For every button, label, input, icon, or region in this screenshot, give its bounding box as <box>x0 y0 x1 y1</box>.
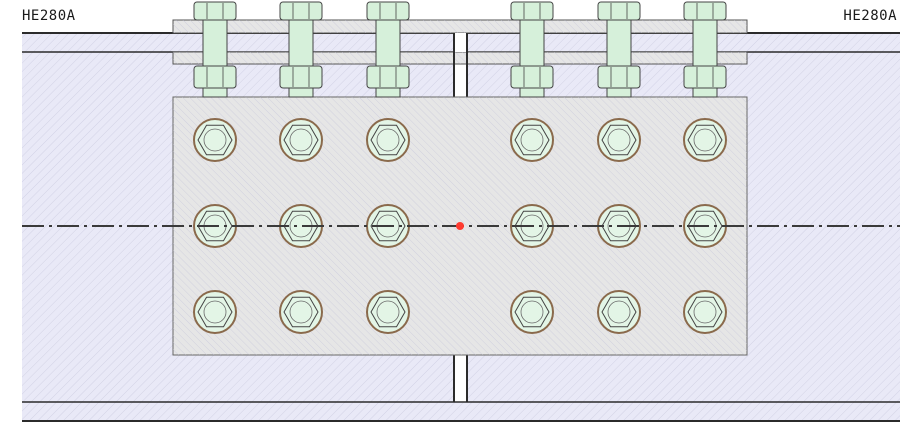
flange-bolt <box>366 1 410 98</box>
flange-bolt <box>510 1 554 98</box>
web-bolt <box>193 118 237 162</box>
flange-bolt-shank <box>519 19 545 67</box>
bottom-flange-hatch <box>22 402 900 421</box>
web-bolt <box>683 118 727 162</box>
web-bolt <box>279 118 323 162</box>
web-bolt-chamfer <box>693 128 717 152</box>
flange-bolt-shank <box>375 19 401 67</box>
flange-bolt-head <box>510 1 554 21</box>
flange-bolt-head <box>279 1 323 21</box>
flange-bolt <box>683 1 727 98</box>
web-bolt <box>279 290 323 334</box>
gap-flange-clear <box>454 33 467 52</box>
web-bolt-chamfer <box>693 300 717 324</box>
outer-flange-plate-hatch <box>173 20 747 33</box>
flange-bolt-tail <box>606 87 632 98</box>
web-bolt-chamfer <box>289 128 313 152</box>
flange-bolt <box>597 1 641 98</box>
flange-bolt-head <box>366 1 410 21</box>
web-bolt-chamfer <box>520 300 544 324</box>
flange-bolt-head <box>683 1 727 21</box>
flange-bolt-shank <box>202 19 228 67</box>
flange-bolt-tail <box>519 87 545 98</box>
web-bolt-chamfer <box>203 300 227 324</box>
flange-bolt-tail <box>288 87 314 98</box>
flange-bolt-shank <box>606 19 632 67</box>
flange-bolt-nut <box>683 65 727 89</box>
web-bolt-group <box>193 118 727 334</box>
flange-bolt-shank <box>692 19 718 67</box>
flange-bolt-nut <box>597 65 641 89</box>
web-bolt <box>510 118 554 162</box>
flange-bolt-tail <box>202 87 228 98</box>
web-bolt <box>366 118 410 162</box>
flange-bolt <box>193 1 237 98</box>
web-bolt-chamfer <box>203 128 227 152</box>
web-bolt <box>510 290 554 334</box>
flange-bolt-shank <box>288 19 314 67</box>
web-bolt-chamfer <box>376 128 400 152</box>
flange-bolt-nut <box>193 65 237 89</box>
flange-bolt-tail <box>375 87 401 98</box>
web-bolt-chamfer <box>289 300 313 324</box>
inner-flange-plate-hatch <box>173 52 747 64</box>
flange-bolt-nut <box>279 65 323 89</box>
web-bolt <box>597 118 641 162</box>
web-bolt-chamfer <box>607 128 631 152</box>
section-label-right: HE280A <box>843 8 897 24</box>
web-bolt <box>597 290 641 334</box>
section-label-left: HE280A <box>22 8 76 24</box>
web-bolt-chamfer <box>376 300 400 324</box>
web-bolt <box>683 290 727 334</box>
center-axis <box>22 222 900 230</box>
flange-bolt-nut <box>510 65 554 89</box>
flange-bolt-head <box>193 1 237 21</box>
origin-point <box>456 222 464 230</box>
web-bolt-chamfer <box>607 300 631 324</box>
flange-bolt-tail <box>692 87 718 98</box>
flange-bolt-nut <box>366 65 410 89</box>
flange-bolt <box>279 1 323 98</box>
web-bolt <box>193 290 237 334</box>
web-bolt-chamfer <box>520 128 544 152</box>
web-bolt <box>366 290 410 334</box>
flange-bolt-group <box>193 1 727 98</box>
web-bolt <box>279 204 323 248</box>
flange-bolt-head <box>597 1 641 21</box>
